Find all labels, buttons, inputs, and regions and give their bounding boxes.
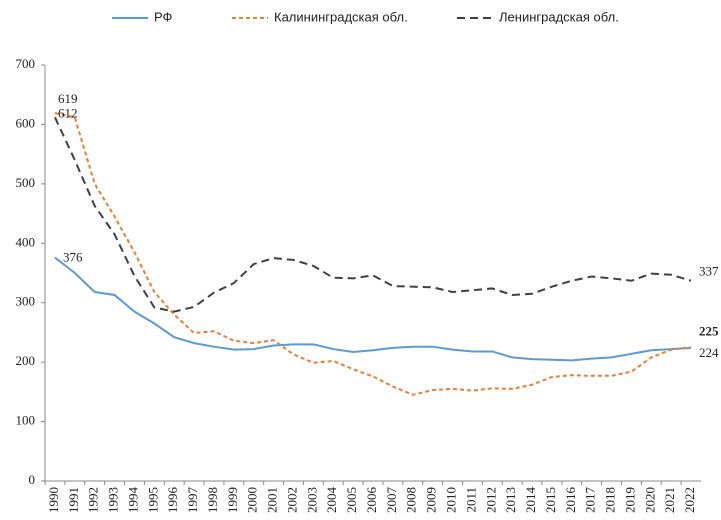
x-tick-label: 2017 [583,487,598,514]
legend-label: Калининградская обл. [274,9,408,24]
x-tick-label: 1998 [205,487,220,513]
x-tick-label: 2012 [483,487,498,513]
x-tick-label: 1994 [125,487,140,514]
series-line [54,112,692,396]
y-tick-label: 700 [16,56,36,71]
x-tick-label: 1991 [66,487,81,513]
x-tick-label: 2009 [424,487,439,513]
y-tick-label: 600 [16,115,36,130]
x-tick-label: 1995 [145,487,160,513]
series-line [54,116,692,313]
x-tick-label: 1999 [225,487,240,513]
x-tick-label: 2008 [404,487,419,513]
x-tick-label: 2011 [463,487,478,513]
x-tick-label: 1997 [185,487,200,514]
x-tick-label: 2006 [364,487,379,514]
y-tick-label: 0 [29,472,36,487]
data-label: 337 [699,264,719,279]
data-label: 619 [58,91,78,106]
x-tick-label: 2005 [344,487,359,513]
data-label: 612 [58,105,78,120]
legend-label: РФ [154,9,173,24]
y-tick-label: 100 [16,413,36,428]
x-tick-label: 2010 [443,487,458,513]
x-tick-label: 1996 [165,487,180,514]
x-tick-label: 2000 [245,487,260,513]
x-tick-label: 2020 [642,487,657,513]
data-label: 224 [699,345,719,360]
x-tick-label: 2002 [284,487,299,513]
x-tick-label: 1990 [46,487,61,513]
x-tick-label: 2007 [384,487,399,514]
y-tick-label: 300 [16,294,36,309]
x-tick-label: 2004 [324,487,339,514]
x-tick-label: 2003 [304,487,319,513]
x-tick-label: 2022 [682,487,697,513]
y-tick-label: 400 [16,234,36,249]
y-tick-label: 200 [16,353,36,368]
legend-label: Ленинградская обл. [499,9,619,24]
y-tick-label: 500 [16,175,36,190]
x-tick-label: 2013 [503,487,518,513]
x-tick-label: 1993 [106,487,121,513]
legend: РФ Калининградская обл. Ленинградская обл. [112,9,619,24]
x-tick-label: 2021 [662,487,677,513]
data-label: 225 [699,323,719,338]
x-tick-label: 2019 [622,487,637,513]
data-label: 376 [63,250,83,265]
x-tick-label: 1992 [86,487,101,513]
x-tick-label: 2015 [543,487,558,513]
x-tick-label: 2001 [265,487,280,513]
x-tick-label: 2018 [603,487,618,513]
x-tick-label: 2014 [523,487,538,514]
series-line [54,256,692,362]
x-tick-label: 2016 [563,487,578,514]
